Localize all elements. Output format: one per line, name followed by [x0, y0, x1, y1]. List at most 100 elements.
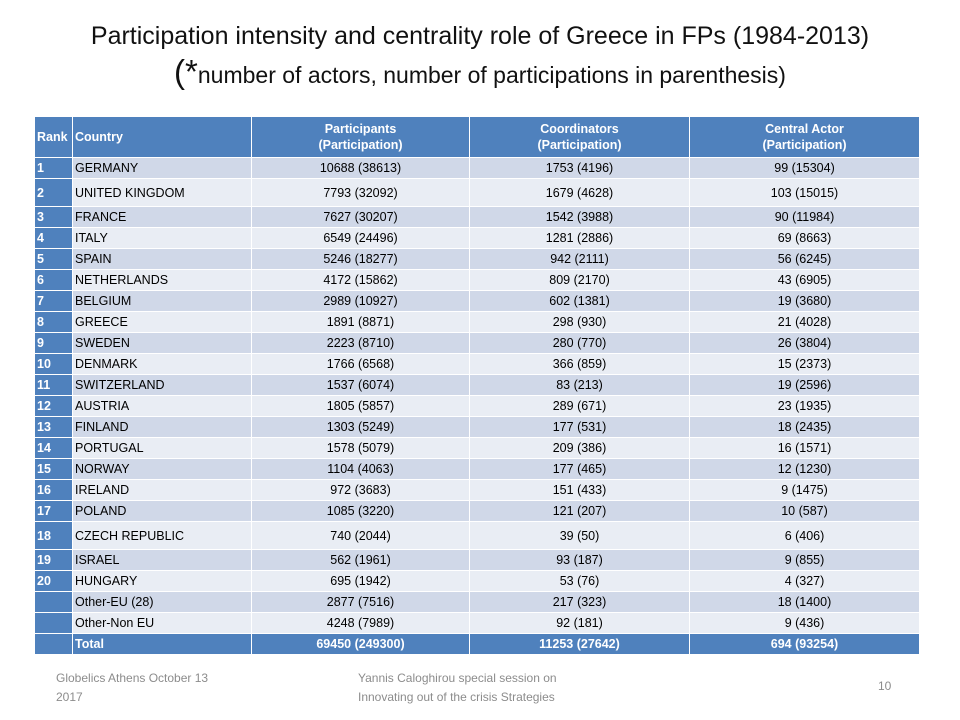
header-participants-line2: (Participation) — [318, 138, 403, 152]
table-body: 1 GERMANY 10688 (38613) 1753 (4196) 99 (1530… — [34, 157, 920, 655]
table-row: 20 HUNGARY 695 (1942) 53 (76) 4 (327) — [34, 570, 920, 592]
cell-coordinators: 177 (531) — [469, 416, 690, 438]
table-row: 18 CZECH REPUBLIC 740 (2044) 39 (50) 6 (406) — [34, 521, 920, 550]
cell-central-actor: 56 (6245) — [689, 248, 920, 270]
cell-country: AUSTRIA — [72, 395, 252, 417]
cell-rank: 19 — [34, 549, 73, 571]
total-cell-country: Total — [72, 633, 252, 655]
cell-rank: 7 — [34, 290, 73, 312]
total-cell-participants: 69450 (249300) — [251, 633, 470, 655]
cell-participants: 2223 (8710) — [251, 332, 470, 354]
header-rank: Rank — [34, 116, 73, 158]
cell-participants: 4248 (7989) — [251, 612, 470, 634]
cell-country: HUNGARY — [72, 570, 252, 592]
table-row: 16 IRELAND 972 (3683) 151 (433) 9 (1475) — [34, 479, 920, 501]
cell-coordinators: 151 (433) — [469, 479, 690, 501]
cell-coordinators: 1281 (2886) — [469, 227, 690, 249]
cell-central-actor: 6 (406) — [689, 521, 920, 550]
cell-country: GREECE — [72, 311, 252, 333]
cell-participants: 2989 (10927) — [251, 290, 470, 312]
cell-rank: 9 — [34, 332, 73, 354]
cell-rank: 6 — [34, 269, 73, 291]
cell-central-actor: 9 (1475) — [689, 479, 920, 501]
table-total-row: Total 69450 (249300) 11253 (27642) 694 (932… — [34, 633, 920, 655]
cell-central-actor: 99 (15304) — [689, 157, 920, 179]
cell-participants: 6549 (24496) — [251, 227, 470, 249]
cell-coordinators: 280 (770) — [469, 332, 690, 354]
cell-coordinators: 93 (187) — [469, 549, 690, 571]
fp-participation-table: Rank Country Participants (Participation)… — [34, 116, 920, 655]
total-cell-central-actor: 694 (93254) — [689, 633, 920, 655]
table-row: 6 NETHERLANDS 4172 (15862) 809 (2170) 43 (69… — [34, 269, 920, 291]
cell-central-actor: 26 (3804) — [689, 332, 920, 354]
cell-rank — [34, 612, 73, 634]
table-row: 19 ISRAEL 562 (1961) 93 (187) 9 (855) — [34, 549, 920, 571]
cell-participants: 972 (3683) — [251, 479, 470, 501]
cell-country: IRELAND — [72, 479, 252, 501]
cell-country: SWEDEN — [72, 332, 252, 354]
total-cell-coordinators: 11253 (27642) — [469, 633, 690, 655]
cell-coordinators: 1542 (3988) — [469, 206, 690, 228]
cell-coordinators: 83 (213) — [469, 374, 690, 396]
cell-central-actor: 12 (1230) — [689, 458, 920, 480]
cell-coordinators: 217 (323) — [469, 591, 690, 613]
table-row: 8 GREECE 1891 (8871) 298 (930) 21 (4028) — [34, 311, 920, 333]
cell-central-actor: 69 (8663) — [689, 227, 920, 249]
slide-title: Participation intensity and centrality r… — [0, 18, 960, 93]
cell-country: ISRAEL — [72, 549, 252, 571]
cell-participants: 1578 (5079) — [251, 437, 470, 459]
cell-rank: 8 — [34, 311, 73, 333]
cell-rank: 18 — [34, 521, 73, 550]
table-row: 17 POLAND 1085 (3220) 121 (207) 10 (587) — [34, 500, 920, 522]
footer-event-line1: Globelics Athens October 13 — [56, 671, 209, 685]
header-coordinators-line1: Coordinators — [540, 122, 619, 136]
cell-country: UNITED KINGDOM — [72, 178, 252, 207]
table-row: 13 FINLAND 1303 (5249) 177 (531) 18 (2435) — [34, 416, 920, 438]
cell-central-actor: 19 (2596) — [689, 374, 920, 396]
header-participants: Participants (Participation) — [251, 116, 470, 158]
table-row: 15 NORWAY 1104 (4063) 177 (465) 12 (1230) — [34, 458, 920, 480]
cell-central-actor: 90 (11984) — [689, 206, 920, 228]
table-row: 2 UNITED KINGDOM 7793 (32092) 1679 (4628) 10… — [34, 178, 920, 207]
footer-event: Globelics Athens October 13 2017 — [56, 669, 276, 707]
cell-rank: 15 — [34, 458, 73, 480]
cell-coordinators: 366 (859) — [469, 353, 690, 375]
cell-central-actor: 10 (587) — [689, 500, 920, 522]
cell-country: ITALY — [72, 227, 252, 249]
table-row: 7 BELGIUM 2989 (10927) 602 (1381) 19 (3680) — [34, 290, 920, 312]
cell-rank: 5 — [34, 248, 73, 270]
cell-rank: 12 — [34, 395, 73, 417]
cell-participants: 7627 (30207) — [251, 206, 470, 228]
cell-country: CZECH REPUBLIC — [72, 521, 252, 550]
cell-central-actor: 43 (6905) — [689, 269, 920, 291]
footer-session: Yannis Caloghirou special session on Inn… — [358, 669, 618, 707]
cell-rank: 2 — [34, 178, 73, 207]
header-participants-line1: Participants — [324, 122, 397, 136]
table-row: 10 DENMARK 1766 (6568) 366 (859) 15 (2373) — [34, 353, 920, 375]
cell-coordinators: 39 (50) — [469, 521, 690, 550]
cell-central-actor: 16 (1571) — [689, 437, 920, 459]
cell-central-actor: 19 (3680) — [689, 290, 920, 312]
cell-coordinators: 92 (181) — [469, 612, 690, 634]
cell-rank — [34, 591, 73, 613]
cell-coordinators: 289 (671) — [469, 395, 690, 417]
cell-rank: 3 — [34, 206, 73, 228]
cell-participants: 1085 (3220) — [251, 500, 470, 522]
table-row: 9 SWEDEN 2223 (8710) 280 (770) 26 (3804) — [34, 332, 920, 354]
header-coordinators-line2: (Participation) — [537, 138, 622, 152]
cell-country: NORWAY — [72, 458, 252, 480]
cell-participants: 10688 (38613) — [251, 157, 470, 179]
cell-country: SWITZERLAND — [72, 374, 252, 396]
footer-session-line1: Yannis Caloghirou special session on — [358, 671, 557, 685]
cell-coordinators: 298 (930) — [469, 311, 690, 333]
cell-rank: 4 — [34, 227, 73, 249]
cell-country: FRANCE — [72, 206, 252, 228]
cell-coordinators: 809 (2170) — [469, 269, 690, 291]
header-coordinators: Coordinators (Participation) — [469, 116, 690, 158]
cell-participants: 740 (2044) — [251, 521, 470, 550]
cell-rank: 16 — [34, 479, 73, 501]
cell-country: NETHERLANDS — [72, 269, 252, 291]
cell-country: DENMARK — [72, 353, 252, 375]
cell-central-actor: 9 (436) — [689, 612, 920, 634]
cell-country: SPAIN — [72, 248, 252, 270]
